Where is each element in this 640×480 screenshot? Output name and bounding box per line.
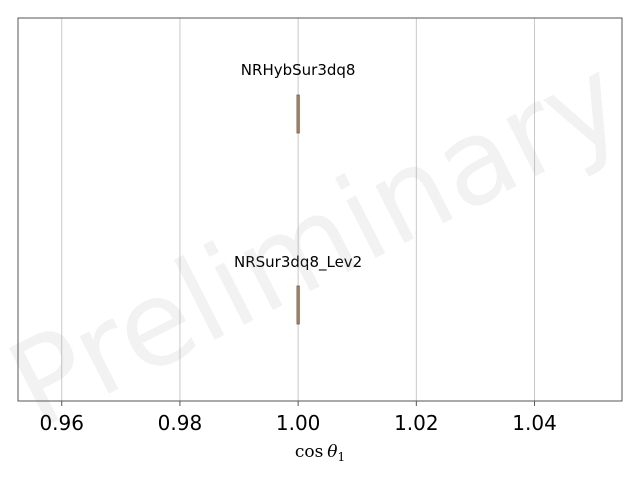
- x-tick-label: 0.96: [39, 411, 84, 435]
- series-label: NRHybSur3dq8: [241, 61, 356, 79]
- x-axis-ticks: 0.96 0.98 1.00 1.02 1.04: [39, 401, 557, 435]
- plot-background: [18, 18, 622, 401]
- x-tick-label: 1.02: [394, 411, 439, 435]
- plot-frame: [17, 17, 623, 402]
- box-series: NRSur3dq8_Lev2: [234, 253, 362, 325]
- box-series: NRHybSur3dq8: [241, 61, 356, 134]
- boxes: NRHybSur3dq8 NRSur3dq8_Lev2: [234, 61, 362, 325]
- x-tick-label: 1.04: [512, 411, 557, 435]
- grid-lines: [61, 18, 536, 401]
- x-axis-label-base: cos: [295, 442, 323, 462]
- x-tick-label: 0.98: [158, 411, 203, 435]
- x-tick-label: 1.00: [276, 411, 321, 435]
- x-axis-label: cos θ1: [295, 442, 345, 464]
- series-label: NRSur3dq8_Lev2: [234, 253, 362, 272]
- x-axis-label-var: θ: [327, 442, 337, 462]
- x-axis-label-sub: 1: [338, 450, 346, 464]
